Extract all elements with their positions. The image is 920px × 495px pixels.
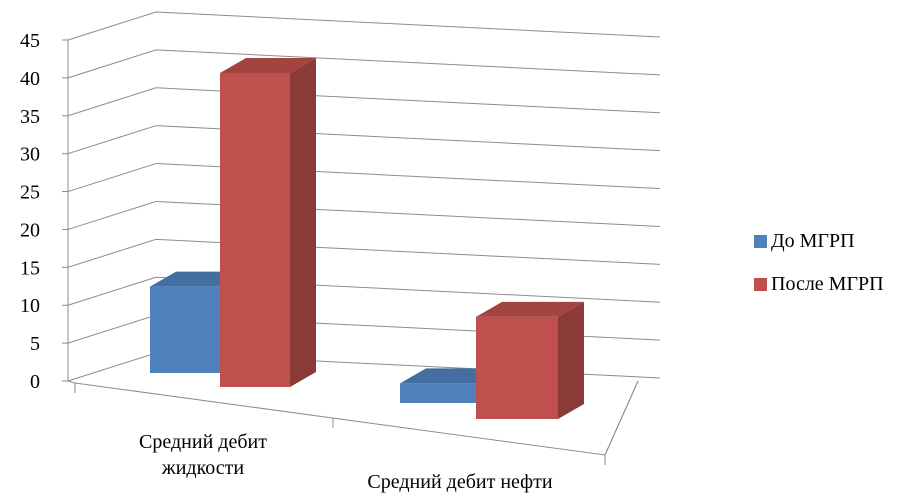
bar [476, 316, 558, 419]
bar-side [558, 301, 584, 419]
legend-swatch [754, 278, 767, 291]
y-tick-label: 40 [20, 68, 40, 90]
floor-right-edge [604, 380, 639, 456]
bar-top [220, 58, 316, 73]
x-category-label: Средний дебит [139, 431, 267, 453]
y-tick-label: 0 [30, 371, 40, 393]
gridline-side [67, 125, 157, 155]
y-axis-tick-labels: 0 5 10 15 20 25 30 35 40 45 [20, 30, 40, 393]
gridline-side [67, 200, 157, 230]
gridline-side [67, 49, 157, 79]
gridline-side [67, 11, 157, 41]
gridline-side [67, 352, 157, 382]
gridline-back [155, 11, 661, 38]
y-tick-label: 10 [20, 295, 40, 317]
y-tick-label: 25 [20, 182, 40, 204]
gridline-side [67, 314, 157, 344]
chart-axes [62, 39, 639, 465]
y-tick-label: 35 [20, 106, 40, 128]
y-tick-label: 20 [20, 219, 40, 241]
bar [220, 73, 290, 387]
bar-top [476, 301, 584, 317]
y-tick-label: 30 [20, 144, 40, 166]
y-tick-label: 15 [20, 257, 40, 279]
chart-legend: До МГРП После МГРП [754, 230, 884, 295]
x-category-label: жидкости [161, 457, 245, 479]
gridline-side [67, 238, 157, 268]
x-axis-category-labels: Средний дебит жидкости Средний дебит нефти [139, 431, 553, 493]
gridline-side [67, 163, 157, 193]
legend-swatch [754, 235, 767, 248]
x-category-label: Средний дебит нефти [367, 471, 552, 493]
bar [400, 383, 476, 403]
gridline-back [155, 49, 661, 76]
y-tick-label: 45 [20, 30, 40, 52]
legend-label: После МГРП [771, 273, 884, 295]
gridline-side [67, 87, 157, 117]
bar-side [290, 58, 316, 387]
chart-bars [150, 58, 584, 419]
legend-label: До МГРП [771, 230, 855, 252]
gridline-side [67, 276, 157, 306]
y-tick-label: 5 [30, 333, 40, 355]
bar [150, 286, 220, 373]
